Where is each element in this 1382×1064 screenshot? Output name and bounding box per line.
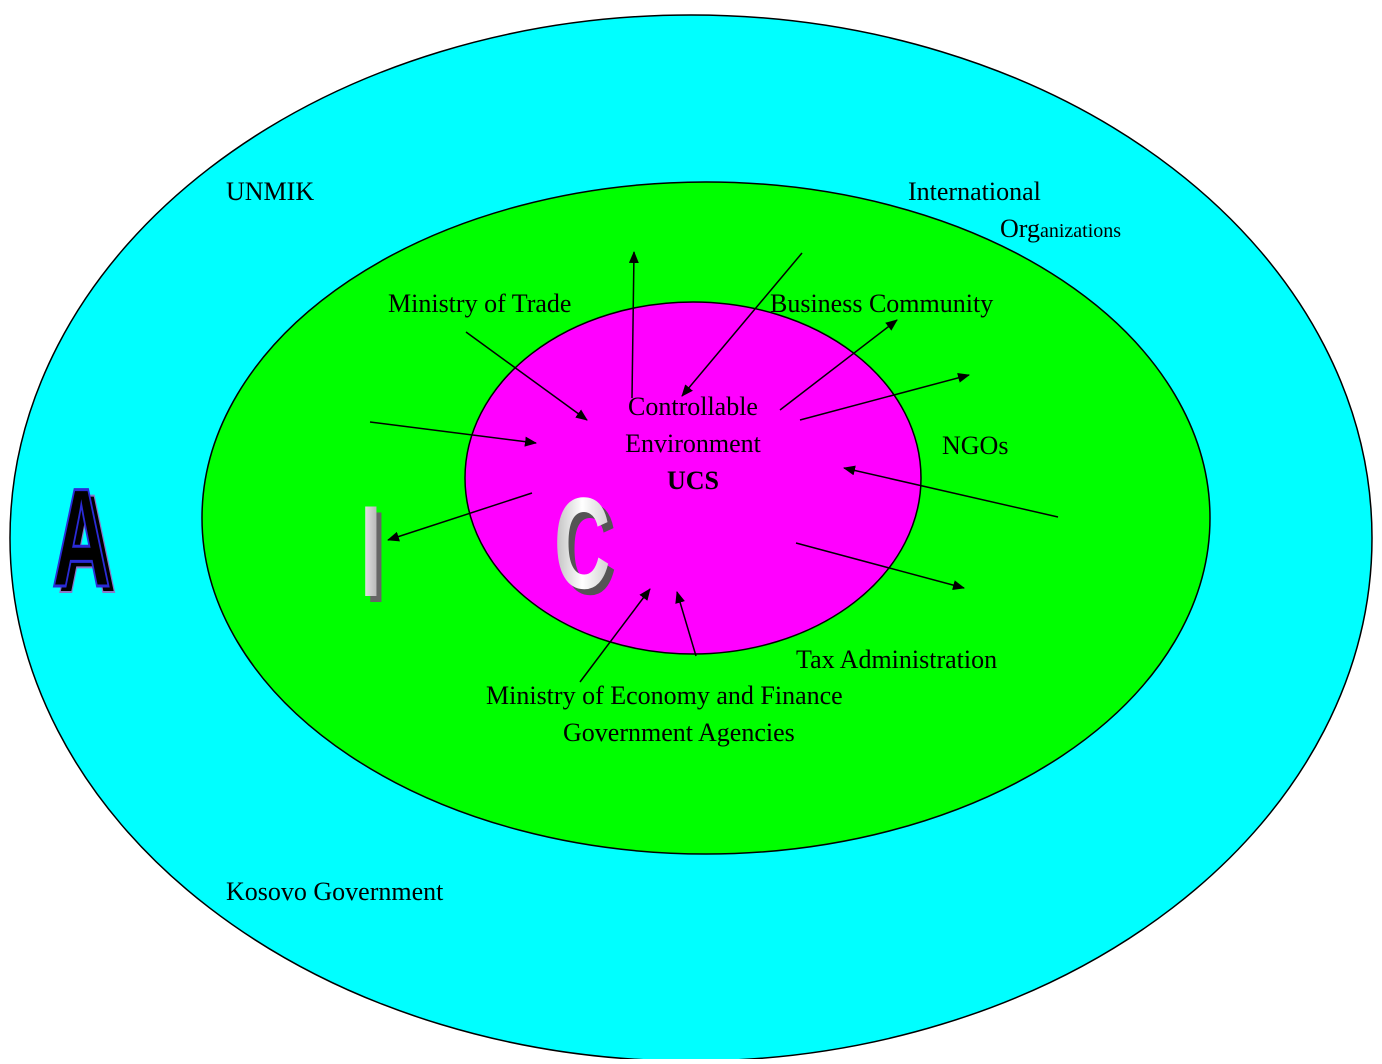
label-tax-administration: Tax Administration xyxy=(796,645,997,674)
letter-c-group: C C xyxy=(554,470,616,622)
label-ucs: UCS xyxy=(667,466,719,495)
arrow-to-left xyxy=(387,492,533,542)
letter-i: I xyxy=(360,478,382,624)
label-ministry-economy-finance: Ministry of Economy and Finance xyxy=(486,681,843,710)
letter-i-group: I I xyxy=(360,478,387,630)
letter-a: A xyxy=(52,460,111,617)
label-org-rest: anizations xyxy=(1040,220,1121,242)
arrow-from-trade xyxy=(465,331,588,421)
arrow-from-ngos xyxy=(843,465,1059,518)
arrow-to-tax xyxy=(795,542,965,590)
label-government-agencies: Government Agencies xyxy=(563,718,795,747)
label-kosovo-government: Kosovo Government xyxy=(226,877,444,906)
letter-c-shadow: C xyxy=(560,476,616,622)
label-org-caps: Org xyxy=(1000,214,1040,243)
letter-a-group: A A xyxy=(51,459,118,623)
arrows xyxy=(369,251,1059,683)
arrow-to-business xyxy=(779,319,898,411)
arrow-from-business xyxy=(681,252,803,397)
arrow-to-ngos xyxy=(799,372,970,421)
letter-c: C xyxy=(554,470,610,616)
label-international: International xyxy=(908,177,1041,206)
label-ministry-of-trade: Ministry of Trade xyxy=(388,289,571,318)
letter-a-shadow: A xyxy=(58,466,117,623)
label-controllable: Controllable xyxy=(628,392,758,421)
arrow-up-from-center xyxy=(628,251,639,399)
label-business-community: Business Community xyxy=(770,289,993,318)
arrow-from-mef-2 xyxy=(675,591,697,657)
label-ngos: NGOs xyxy=(942,431,1008,460)
arrow-from-mef-1 xyxy=(579,588,651,683)
arrow-from-left xyxy=(369,421,537,447)
label-unmik: UNMIK xyxy=(226,177,314,206)
label-organizations: Organizations xyxy=(1000,214,1121,243)
letter-i-shadow: I xyxy=(365,484,387,630)
label-environment: Environment xyxy=(625,429,762,458)
